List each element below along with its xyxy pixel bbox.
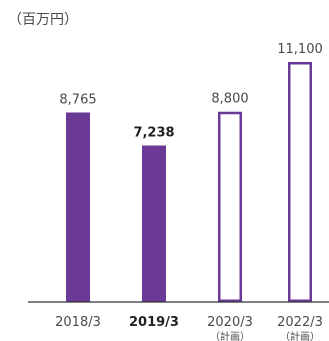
x-tick-label: 2018/3 [55,315,101,330]
x-tick-note: （計画） [280,330,320,341]
value-label: 7,238 [133,126,174,141]
labels-group: 8,7652018/37,2382019/38,8002020/3（計画）11,… [55,42,323,341]
x-tick-label: 2019/3 [129,315,179,330]
bar-2020-3 [218,111,242,302]
value-label: 8,800 [211,92,248,107]
bars-group [66,62,312,303]
x-tick-label: 2020/3 [207,315,253,330]
x-tick-label: 2022/3 [277,315,323,330]
bar-2018-3 [66,112,90,303]
value-label: 8,765 [59,92,96,107]
x-tick-note: （計画） [210,330,250,341]
bar-2019-3 [142,145,166,302]
bar-2022-3 [288,62,312,302]
unit-label: （百万円） [8,12,78,28]
value-label: 11,100 [277,42,323,57]
